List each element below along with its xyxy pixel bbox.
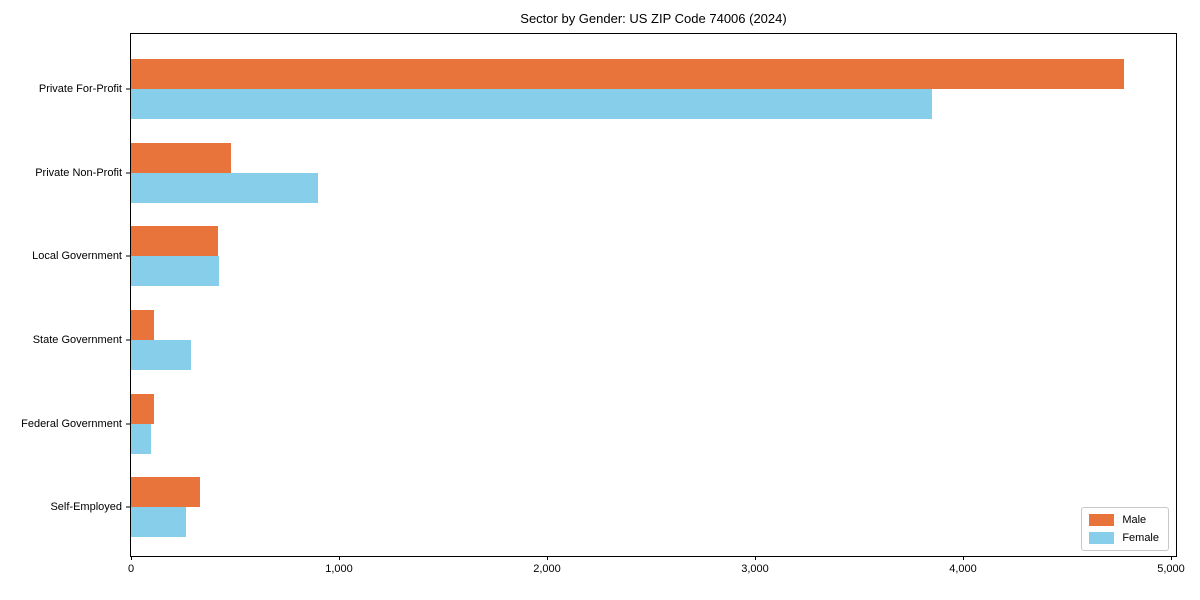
- y-label-self-employed: Self-Employed: [50, 501, 122, 514]
- x-label-2000: 2,000: [533, 563, 561, 575]
- bar-female-self-employed: [131, 507, 187, 538]
- y-label-federal-government: Federal Government: [21, 417, 122, 430]
- y-label-private-non-profit: Private Non-Profit: [35, 166, 122, 179]
- bar-female-private-non-profit: [131, 172, 319, 203]
- x-tick-1000: [339, 556, 340, 560]
- bar-male-private-for-profit: [131, 58, 1125, 89]
- bar-female-federal-government: [131, 423, 151, 454]
- legend: Male Female: [1081, 507, 1169, 551]
- y-label-state-government: State Government: [32, 333, 122, 346]
- legend-swatch-female: [1089, 532, 1115, 544]
- bar-male-federal-government: [131, 393, 154, 424]
- y-label-local-government: Local Government: [32, 250, 122, 263]
- x-tick-4000: [963, 556, 964, 560]
- y-label-private-for-profit: Private For-Profit: [38, 82, 122, 95]
- legend-item-male: Male: [1089, 514, 1159, 526]
- chart-title: Sector by Gender: US ZIP Code 74006 (202…: [520, 11, 787, 26]
- bar-male-state-government: [131, 309, 154, 340]
- y-tick-local-government: [126, 255, 130, 257]
- x-tick-3000: [755, 556, 756, 560]
- bar-female-local-government: [131, 256, 220, 287]
- bar-male-self-employed: [131, 477, 200, 508]
- x-tick-0: [131, 556, 132, 560]
- y-tick-federal-government: [126, 423, 130, 424]
- bar-male-local-government: [131, 226, 219, 257]
- x-tick-5000: [1171, 556, 1172, 560]
- plot-area: Male Female Private For-Profit Private No…: [21, 33, 1185, 575]
- y-tick-self-employed: [126, 506, 130, 508]
- x-label-0: 0: [127, 563, 135, 575]
- legend-label-male: Male: [1122, 514, 1147, 526]
- legend-swatch-male: [1089, 514, 1115, 526]
- legend-item-female: Female: [1089, 532, 1159, 544]
- bar-male-private-non-profit: [131, 142, 231, 173]
- y-tick-state-government: [126, 339, 130, 341]
- x-label-4000: 4,000: [949, 563, 977, 575]
- bar-female-private-for-profit: [131, 88, 932, 119]
- legend-label-female: Female: [1122, 532, 1159, 544]
- x-label-1000: 1,000: [325, 563, 353, 575]
- x-label-3000: 3,000: [741, 563, 769, 575]
- x-tick-2000: [547, 556, 548, 560]
- x-label-5000: 5,000: [1157, 563, 1185, 575]
- bar-female-state-government: [131, 339, 192, 370]
- y-tick-private-for-profit: [126, 88, 130, 90]
- y-tick-private-non-profit: [126, 172, 130, 173]
